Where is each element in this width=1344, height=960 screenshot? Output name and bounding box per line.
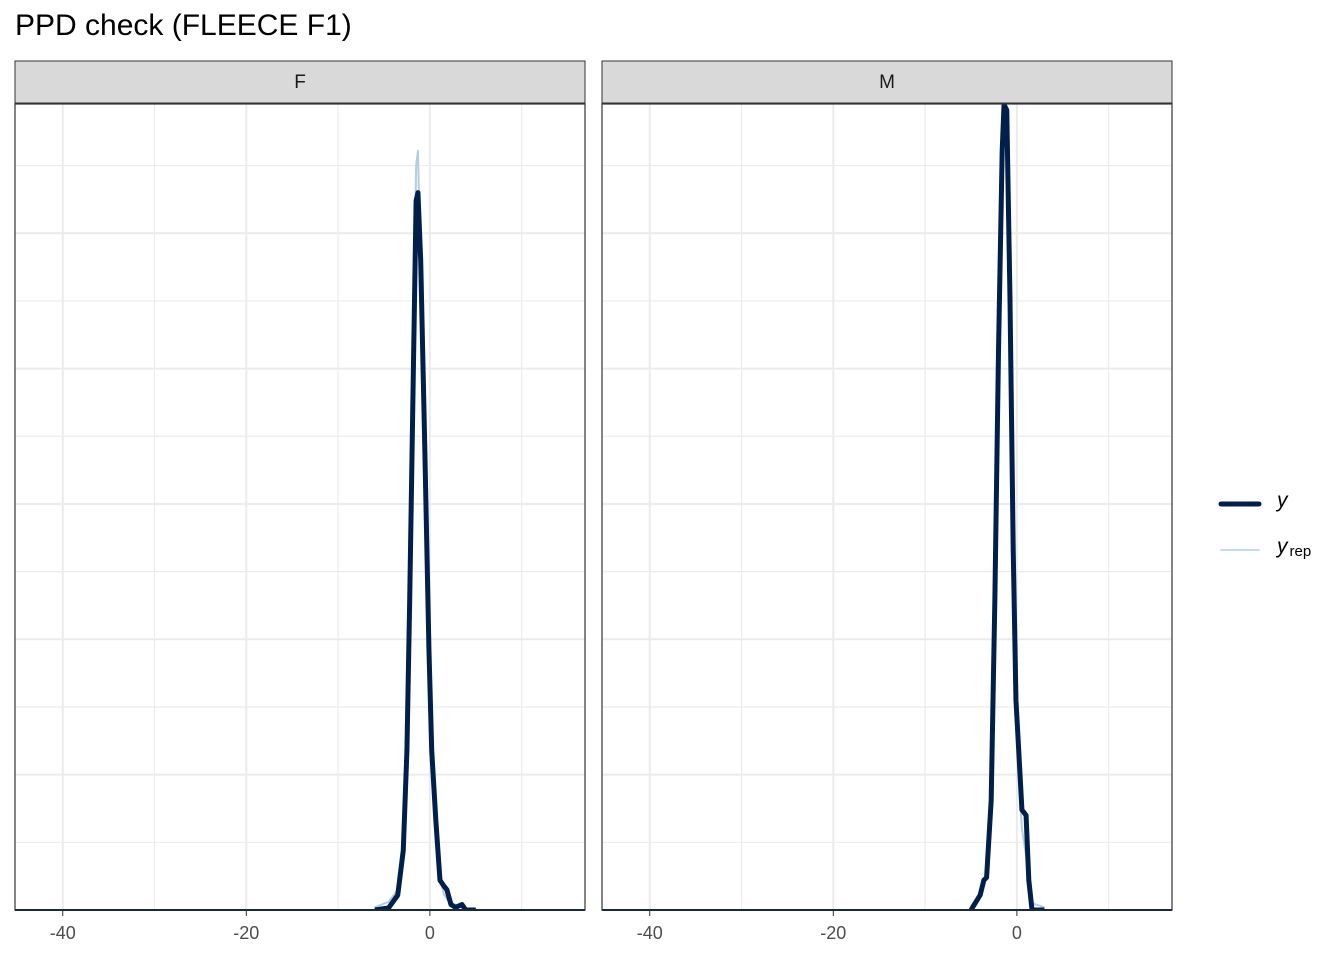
strip-bg: [601, 60, 1173, 104]
legend-label: y: [1275, 489, 1289, 512]
legend-label: y rep: [1275, 535, 1311, 560]
x-tick-label: -20: [820, 923, 846, 943]
strip-label: F: [294, 72, 306, 93]
chart-title: PPD check (FLEECE F1): [15, 9, 352, 42]
panel-border: [601, 103, 1173, 911]
legend-sub: rep: [1290, 543, 1312, 560]
x-tick-label: -40: [637, 923, 663, 943]
legend-text: y: [1275, 489, 1289, 512]
panel-border: [14, 103, 586, 911]
y-line: [374, 190, 476, 910]
x-tick-label: 0: [425, 923, 435, 943]
x-tick-label: 0: [1012, 923, 1022, 943]
legend-text: y: [1275, 535, 1289, 558]
x-tick-label: -40: [50, 923, 76, 943]
strip-label: M: [879, 72, 895, 93]
y-line: [968, 104, 1045, 910]
strip-bg: [14, 60, 586, 104]
x-tick-label: -20: [233, 923, 259, 943]
